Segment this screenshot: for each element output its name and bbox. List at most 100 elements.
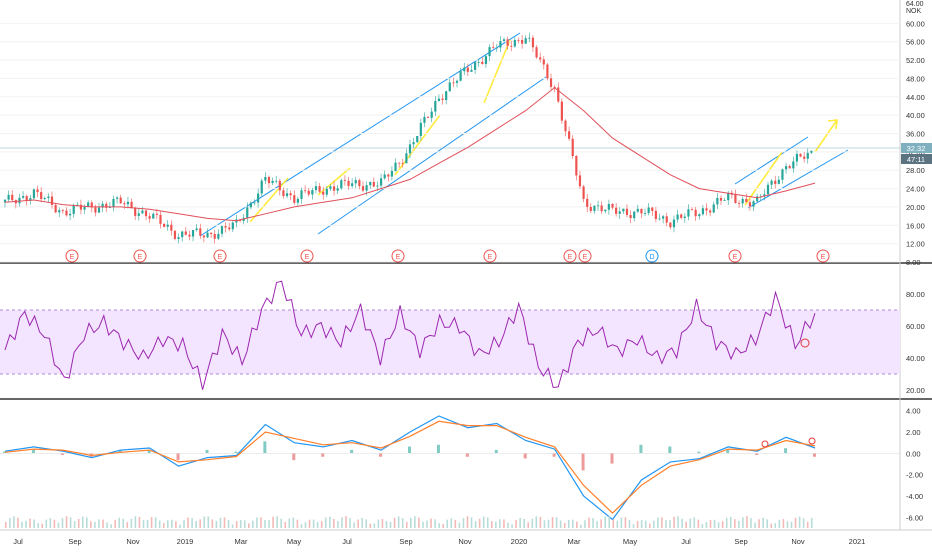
volume-bar [369, 523, 372, 528]
rsi-highlight-circle [800, 338, 810, 348]
volume-bar [90, 521, 92, 528]
candle-body [188, 234, 191, 237]
macd-histogram-bar [610, 453, 614, 464]
volume-bar [49, 518, 52, 528]
volume-bar [442, 523, 444, 528]
candle-body [76, 204, 79, 206]
volume-bar [106, 522, 108, 528]
volume-bar [742, 517, 744, 528]
volume-bar [33, 519, 35, 528]
volume-bar [288, 518, 291, 528]
candle-body [105, 203, 108, 208]
volume-bar [98, 519, 100, 528]
volume-bar [187, 517, 189, 528]
candle-body [604, 209, 607, 212]
candle-body [756, 196, 759, 202]
macd-histogram-bar [234, 451, 238, 454]
candle-body [72, 205, 75, 214]
volume-bar [697, 519, 700, 528]
candle-body [224, 226, 227, 228]
macd-histogram-bar [350, 449, 354, 454]
candle-body [249, 202, 252, 208]
volume-bar [304, 522, 307, 528]
candle-body [289, 193, 292, 196]
candle-body [228, 227, 231, 230]
macd-histogram-bar [523, 453, 527, 459]
time-tick-label: Mar [235, 537, 248, 546]
volume-bar [41, 523, 44, 528]
volume-bar [486, 517, 489, 528]
candle-body [134, 208, 137, 216]
earnings-marker [578, 249, 592, 263]
channel-line [734, 136, 809, 185]
volume-bar [175, 521, 177, 528]
volume-bar [29, 518, 31, 528]
time-tick-label: Sep [68, 537, 81, 546]
volume-bar [616, 520, 619, 528]
candle-body [275, 180, 278, 182]
volume-bar [531, 518, 534, 528]
volume-bar [162, 523, 165, 528]
volume-bar [248, 523, 250, 528]
earnings-marker [483, 249, 497, 263]
candle-body [745, 198, 748, 203]
candle-body [25, 196, 28, 201]
time-tick-label: 2021 [849, 537, 866, 546]
currency-label: NOK [906, 8, 922, 15]
candle-body [445, 91, 448, 101]
candle-body [564, 120, 567, 132]
candle-body [267, 176, 271, 184]
volume-bar [450, 518, 453, 528]
candle-body [633, 211, 636, 219]
trend-arrow-up [814, 119, 838, 153]
candle-body [144, 210, 148, 217]
candle-body [502, 39, 506, 42]
candle-body [79, 204, 83, 210]
macd-histogram-bar [784, 448, 788, 454]
volume-bar [377, 519, 380, 528]
earnings-marker-label: E [70, 254, 75, 261]
candle-body [159, 214, 162, 224]
candle-body [419, 122, 422, 136]
candle-body [191, 230, 195, 237]
volume-bar [199, 519, 201, 528]
macd-histogram-bar [755, 453, 759, 456]
volume-bar [462, 518, 465, 528]
volume-bar [81, 516, 84, 528]
volume-bar [620, 517, 623, 528]
rsi-tick-label: 20.00 [906, 386, 925, 395]
volume-bar [138, 516, 141, 528]
volume-bar [636, 520, 639, 528]
volume-bar [798, 516, 801, 528]
volume-bar [114, 519, 116, 528]
candle-body [698, 214, 701, 217]
candle-body [568, 131, 571, 139]
volume-bar [77, 518, 80, 528]
volume-bar [515, 519, 517, 528]
candle-body [119, 197, 122, 204]
candle-body [434, 100, 437, 112]
volume-bar [482, 516, 485, 528]
moving-average-line [4, 86, 816, 222]
candle-body [97, 207, 101, 213]
volume-bar [729, 516, 732, 528]
volume-bar [734, 519, 736, 528]
price-tick-label: 48.00 [906, 74, 925, 83]
candle-body [473, 62, 477, 70]
candle-body [734, 194, 737, 203]
volume-bar [810, 517, 813, 528]
volume-bar [572, 519, 574, 528]
volume-bar [393, 517, 396, 528]
candle-body [376, 185, 379, 187]
macd-histogram-bar [639, 444, 643, 454]
volume-bar [276, 516, 278, 528]
candle-body [365, 185, 368, 191]
candle-body [615, 207, 618, 214]
candle-body [3, 199, 7, 203]
volume-bar [25, 520, 27, 528]
candle-body [477, 61, 480, 63]
candle-body [358, 180, 361, 187]
earnings-marker [728, 249, 742, 263]
secondary-label: 47:11 [907, 155, 925, 164]
candle-body [766, 184, 770, 195]
